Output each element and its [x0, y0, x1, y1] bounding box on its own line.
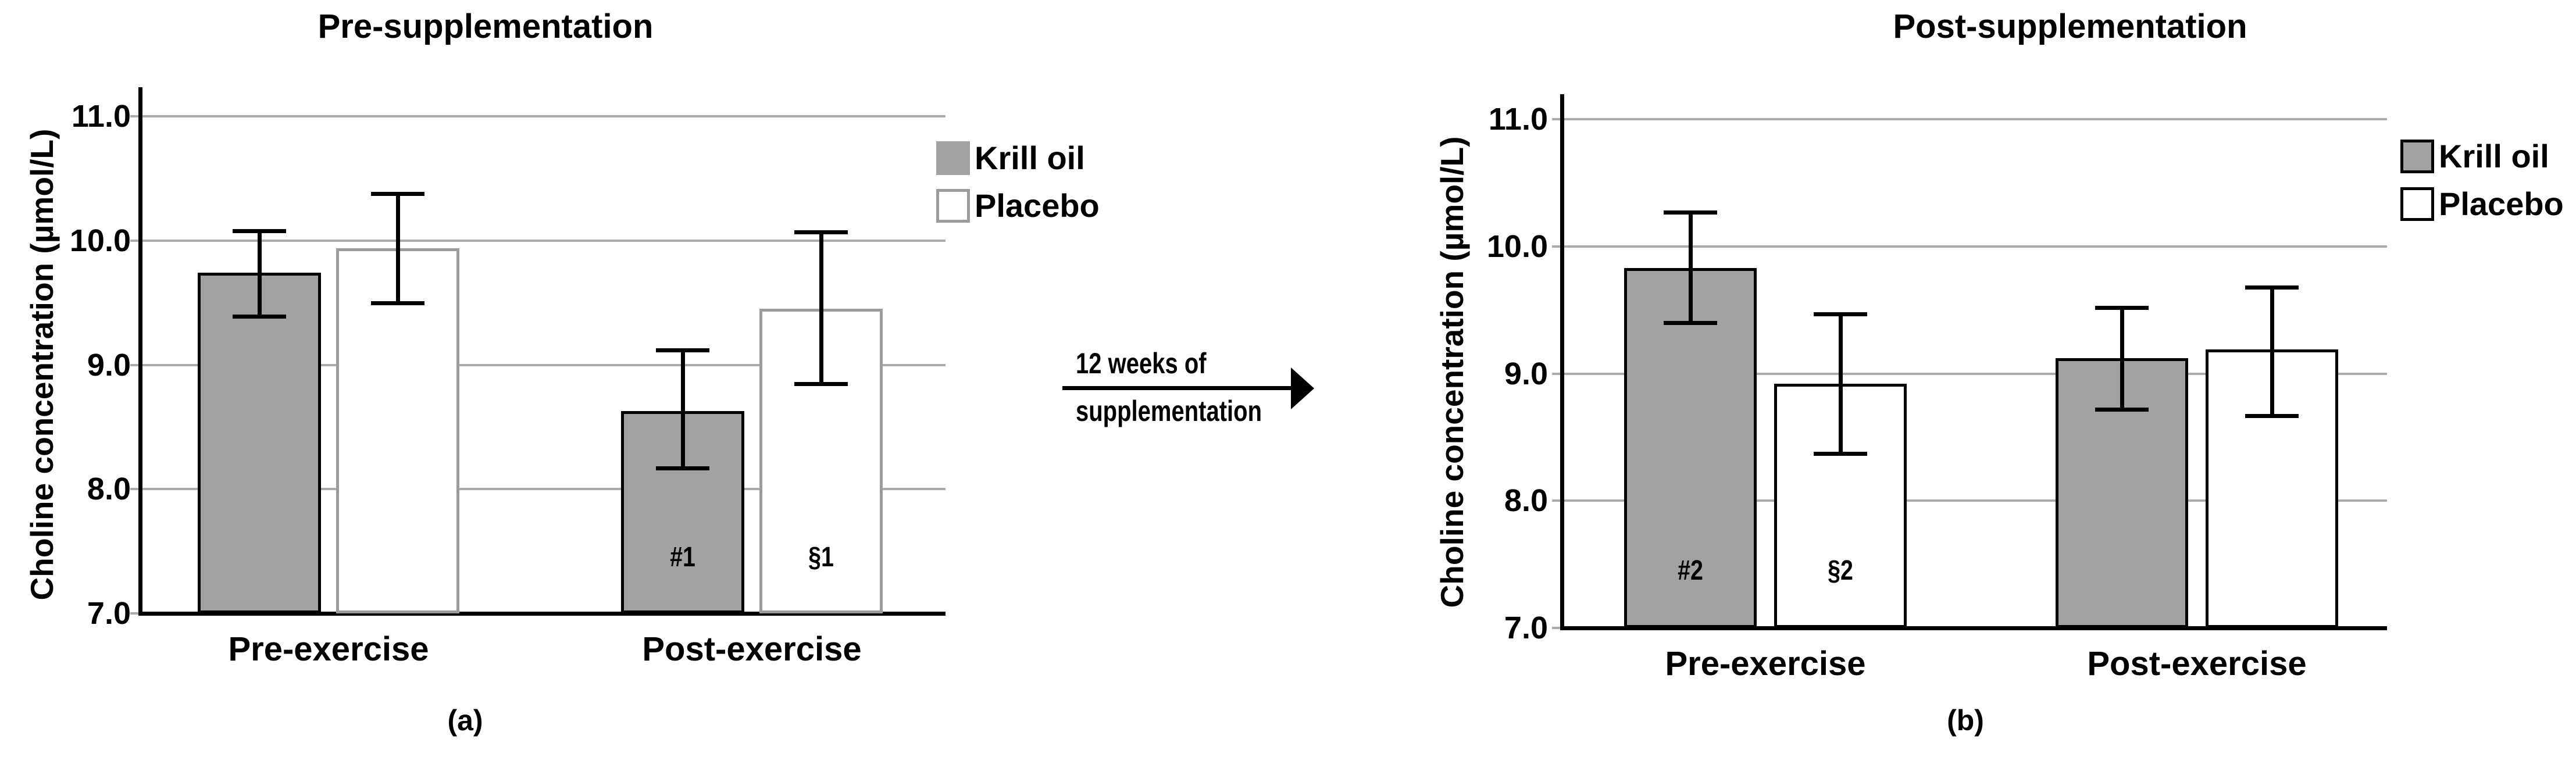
y-tick-label: 11.0: [71, 99, 131, 134]
tick-mark-8.0: [1552, 499, 1560, 502]
placebo-swatch-icon: [936, 189, 970, 223]
tick-mark-8.0: [130, 488, 138, 491]
y-tick-label: 9.0: [87, 347, 131, 383]
legend-item-placebo: Placebo: [2400, 187, 2564, 221]
bar-annotation: §1: [808, 541, 834, 573]
error-bar-cap-bottom: [1814, 452, 1867, 456]
bar-annotation: #1: [670, 541, 695, 573]
x-axis-line: [138, 612, 946, 616]
y-tick-label: 9.0: [1504, 356, 1548, 391]
error-bar-cap-top: [2095, 305, 2149, 310]
bar-annotation: §2: [1828, 555, 1853, 586]
legend-item-placebo: Placebo: [936, 189, 1100, 223]
gridline-10.0: [142, 239, 946, 242]
right-arrow-icon: [1291, 367, 1314, 409]
bar-annotation: #2: [1678, 555, 1703, 586]
y-tick-label: 11.0: [1488, 102, 1548, 137]
error-bar-cap-top: [656, 348, 709, 352]
tick-mark-7.0: [1552, 627, 1560, 629]
error-bar-cap-top: [794, 230, 848, 234]
gridline-11.0: [142, 115, 946, 117]
legend-item-krill-oil: Krill oil: [936, 141, 1100, 175]
bar-placebo-pre-exercise: [336, 248, 459, 613]
gridline-11.0: [1564, 118, 2387, 120]
tick-mark-9.0: [1552, 372, 1560, 375]
bar-krill-oil-pre-exercise: [198, 273, 321, 613]
subfigure-caption-a: (a): [447, 704, 483, 737]
y-axis-line: [138, 87, 142, 613]
gridline-9.0: [142, 363, 946, 366]
error-bar-line: [819, 231, 823, 384]
x-axis-line: [1560, 626, 2387, 630]
error-bar-line: [681, 349, 685, 468]
gridline-10.0: [1564, 245, 2387, 248]
error-bar-cap-top: [1664, 210, 1717, 215]
y-tick-label: 10.0: [69, 223, 131, 258]
gridline-8.0: [142, 488, 946, 491]
error-bar-cap-bottom: [2095, 407, 2149, 412]
arrow-label-line2: supplementation: [1076, 395, 1262, 427]
krill-oil-swatch-icon: [2400, 140, 2434, 173]
gridline-9.0: [1564, 372, 2387, 375]
error-bar-cap-top: [1814, 312, 1867, 316]
legend-label-krill-oil: Krill oil: [2439, 138, 2549, 174]
error-bar-line: [1839, 313, 1843, 454]
legend-label-placebo: Placebo: [975, 187, 1100, 224]
x-category-label: Pre-exercise: [1665, 645, 1866, 683]
error-bar-cap-bottom: [371, 301, 424, 305]
legend-label-krill-oil: Krill oil: [975, 140, 1085, 176]
tick-mark-7.0: [130, 612, 138, 615]
error-bar-line: [2120, 307, 2124, 409]
error-bar-cap-bottom: [656, 466, 709, 470]
error-bar-line: [396, 193, 400, 303]
error-bar-cap-bottom: [233, 315, 286, 319]
chart-title: Post-supplementation: [1893, 8, 2247, 45]
placebo-swatch-icon: [2400, 187, 2434, 221]
legend: Krill oil Placebo: [936, 141, 1100, 223]
chart-title: Pre-supplementation: [317, 8, 654, 45]
tick-mark-11.0: [130, 115, 138, 117]
error-bar-line: [258, 230, 262, 317]
x-category-label: Pre-exercise: [228, 630, 429, 668]
error-bar-cap-bottom: [1664, 321, 1717, 325]
y-tick-label: 8.0: [1504, 483, 1548, 519]
bar-krill-oil-pre-exercise: [1624, 267, 1757, 628]
tick-mark-11.0: [1552, 118, 1560, 120]
y-tick-label: 7.0: [1504, 610, 1548, 645]
error-bar-cap-top: [2245, 285, 2299, 290]
y-tick-label: 7.0: [87, 596, 131, 631]
x-category-label: Post-exercise: [642, 630, 862, 668]
legend: Krill oil Placebo: [2400, 140, 2564, 221]
error-bar-cap-bottom: [2245, 413, 2299, 418]
error-bar-cap-bottom: [794, 381, 848, 386]
error-bar-cap-top: [233, 228, 286, 233]
y-tick-label: 10.0: [1486, 228, 1548, 264]
subfigure-caption-b: (b): [1947, 704, 1984, 737]
tick-mark-10.0: [130, 239, 138, 242]
y-tick-label: 8.0: [87, 472, 131, 507]
legend-label-placebo: Placebo: [2439, 185, 2564, 222]
gridline-8.0: [1564, 499, 2387, 502]
right-arrow-shaft: [1062, 386, 1292, 390]
error-bar-line: [1689, 212, 1693, 323]
krill-oil-swatch-icon: [936, 141, 970, 175]
error-bar-cap-top: [371, 191, 424, 196]
tick-mark-9.0: [130, 363, 138, 366]
error-bar-line: [2270, 287, 2274, 416]
y-axis-line: [1560, 94, 1564, 628]
tick-mark-10.0: [1552, 245, 1560, 248]
arrow-label-line1: 12 weeks of: [1076, 347, 1207, 380]
x-category-label: Post-exercise: [2087, 645, 2307, 683]
legend-item-krill-oil: Krill oil: [2400, 140, 2564, 173]
